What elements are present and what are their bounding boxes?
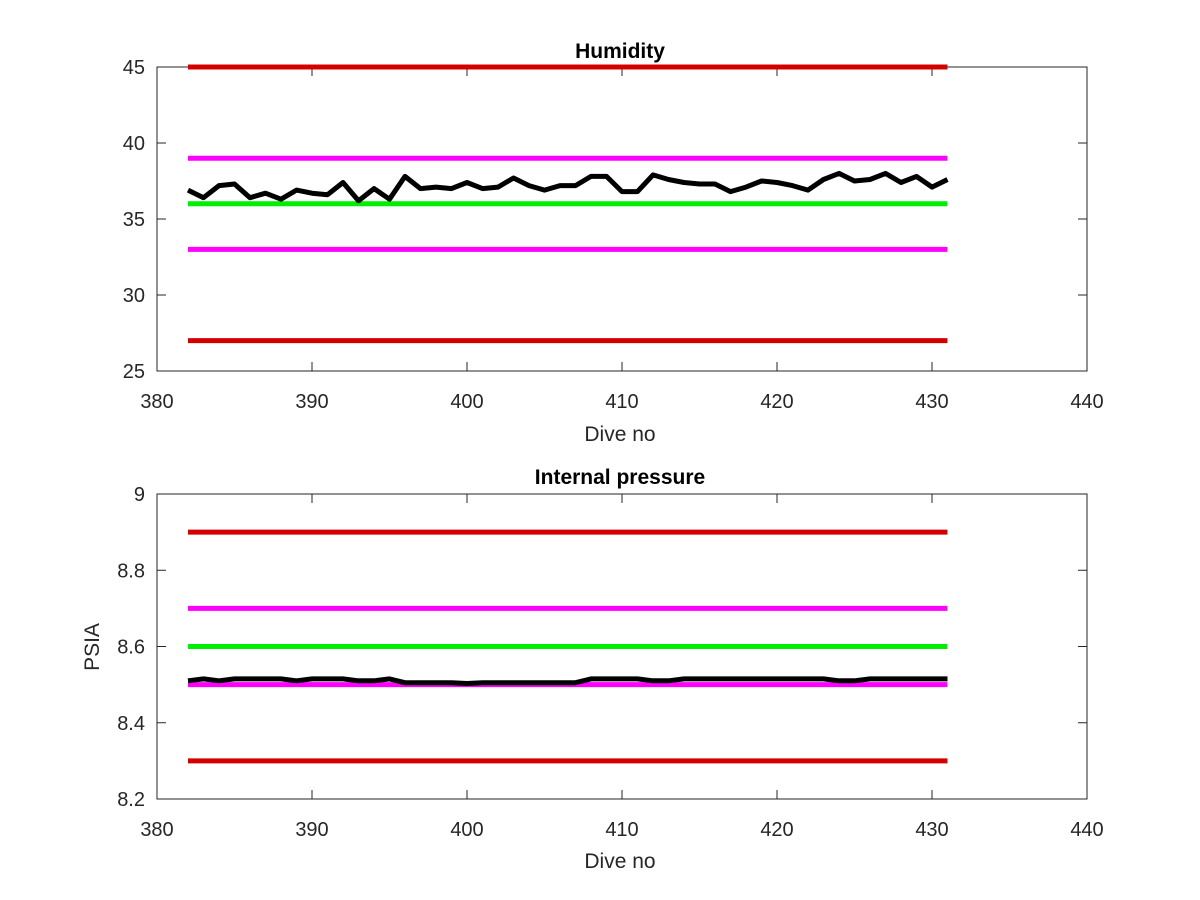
humidity-y-tick-label: 35 bbox=[123, 209, 145, 231]
humidity-y-tick-label: 45 bbox=[123, 57, 145, 79]
humidity-x-tick-label: 420 bbox=[760, 391, 793, 413]
internal-pressure-x-tick-label: 380 bbox=[140, 819, 173, 841]
humidity-x-axis-label: Dive no bbox=[584, 423, 655, 446]
humidity-x-tick-label: 380 bbox=[140, 391, 173, 413]
humidity-x-tick-label: 410 bbox=[605, 391, 638, 413]
internal-pressure-y-tick-label: 8.2 bbox=[117, 789, 145, 811]
internal-pressure-y-tick-label: 9 bbox=[134, 484, 145, 506]
internal-pressure-title: Internal pressure bbox=[535, 466, 705, 489]
internal-pressure-x-tick-label: 430 bbox=[915, 819, 948, 841]
internal-pressure-x-axis-label: Dive no bbox=[584, 850, 655, 873]
humidity-x-tick-label: 430 bbox=[915, 391, 948, 413]
internal-pressure-x-tick-label: 440 bbox=[1070, 819, 1103, 841]
humidity-y-tick-label: 25 bbox=[123, 361, 145, 383]
internal-pressure-y-tick-label: 8.8 bbox=[117, 560, 145, 582]
internal-pressure-x-tick-label: 400 bbox=[450, 819, 483, 841]
internal-pressure-x-tick-label: 420 bbox=[760, 819, 793, 841]
humidity-x-tick-label: 400 bbox=[450, 391, 483, 413]
internal-pressure-subplot: Internal pressure Dive no PSIA 380 390 400… bbox=[81, 466, 1104, 873]
humidity-y-tick-label: 30 bbox=[123, 285, 145, 307]
humidity-title: Humidity bbox=[575, 40, 665, 63]
humidity-x-tick-label: 390 bbox=[295, 391, 328, 413]
internal-pressure-x-tick-label: 410 bbox=[605, 819, 638, 841]
internal-pressure-x-tick-label: 390 bbox=[295, 819, 328, 841]
humidity-subplot: Humidity Dive no 380 390 400 410 420 430 440 25… bbox=[123, 40, 1104, 446]
humidity-y-tick-label: 40 bbox=[123, 133, 145, 155]
internal-pressure-measured-series bbox=[187, 676, 948, 686]
humidity-measured-series bbox=[186, 170, 949, 204]
humidity-x-tick-label: 440 bbox=[1070, 391, 1103, 413]
internal-pressure-y-tick-label: 8.4 bbox=[117, 713, 145, 735]
internal-pressure-y-tick-label: 8.6 bbox=[117, 637, 145, 659]
internal-pressure-y-axis-label: PSIA bbox=[81, 623, 104, 671]
